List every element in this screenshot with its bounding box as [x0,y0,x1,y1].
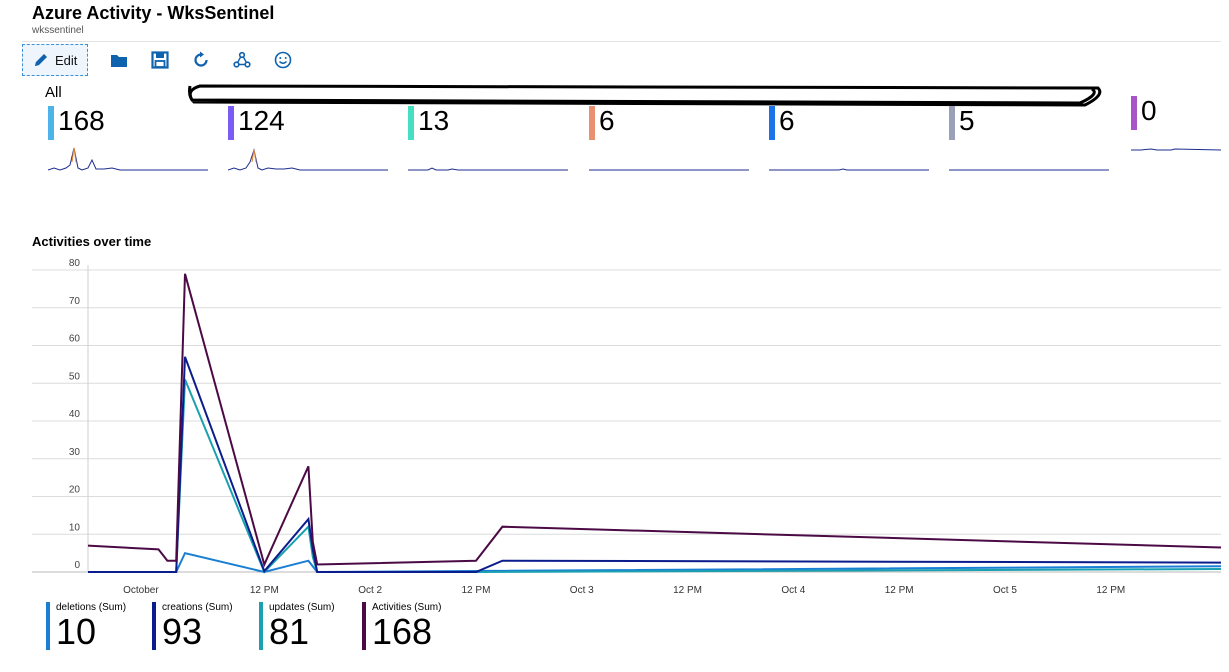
y-tick-label: 0 [74,560,80,571]
chart-title: Activities over time [32,234,152,249]
sparkline-line [48,147,208,171]
tile-sparkline [48,147,208,171]
legend-value: 93 [162,611,203,652]
legend-item-deletions[interactable]: deletions (Sum) 10 [46,600,152,655]
x-tick-label: Oct 4 [781,585,805,596]
series-line-creations[interactable] [88,356,1222,574]
legend-swatch [152,602,156,650]
tile-color-bar [769,106,775,140]
series-line-activities[interactable] [87,273,1222,568]
sparkline-line [769,168,929,171]
tile-color-bar [228,106,234,140]
sparkline-line [228,148,388,171]
smiley-icon [275,51,292,69]
edit-label: Edit [55,52,78,68]
page-subtitle: wkssentinel [32,25,84,36]
y-tick-label: 20 [69,485,81,496]
legend-swatch [259,602,263,650]
tile-sparkline [408,167,568,171]
refresh-icon [194,51,209,67]
summary-tile[interactable]: 124 [228,100,393,174]
x-tick-label: 12 PM [250,585,279,596]
tile-count: 13 [418,105,450,136]
x-tick-label: Oct 3 [570,585,594,596]
x-tick-label: Oct 5 [993,585,1017,596]
sparkline-spike [71,147,77,163]
tile-count: 0 [1141,95,1157,126]
x-tick-label: October [123,585,159,596]
tile-color-bar [48,106,54,140]
summary-tile[interactable]: 5 [949,100,1114,174]
y-tick-label: 30 [69,447,81,458]
share-button[interactable] [232,50,252,70]
tile-sparkline [1131,148,1222,151]
chart-legend: deletions (Sum) 10 creations (Sum) 93 up… [46,600,482,655]
tile-color-bar [1131,96,1137,130]
summary-tile[interactable]: 6 [589,100,754,174]
tile-count: 6 [779,105,795,136]
x-tick-label: 12 PM [673,585,702,596]
edit-button[interactable]: Edit [22,44,89,76]
tile-color-bar [589,106,595,140]
y-tick-label: 40 [69,409,81,420]
redaction-scribble [188,84,1102,107]
legend-value: 10 [56,611,97,652]
header-divider [22,41,1221,42]
tile-color-bar [408,106,414,140]
sparkline-spike [251,149,257,163]
legend-value: 81 [269,611,310,652]
summary-tile[interactable]: 6 [769,100,934,174]
save-button[interactable] [150,50,170,70]
refresh-button[interactable] [191,50,211,70]
legend-item-creations[interactable]: creations (Sum) 93 [152,600,259,655]
toolbar: Edit [22,43,293,77]
summary-tile[interactable]: 168 [48,100,213,174]
sparkline-line [1131,148,1222,151]
sparkline-line [408,167,568,171]
x-tick-label: 12 PM [1096,585,1125,596]
legend-value: 168 [372,611,433,652]
share-icon [233,51,252,68]
tile-sparkline [769,168,929,171]
tile-count: 124 [238,105,285,136]
legend-item-activities[interactable]: Activities (Sum) 168 [362,600,482,655]
tile-count: 6 [599,105,615,136]
y-tick-label: 10 [69,522,81,533]
x-tick-label: Oct 2 [358,585,382,596]
pencil-icon [35,54,47,66]
legend-swatch [362,602,366,650]
save-icon [151,51,170,69]
y-tick-label: 50 [69,371,81,382]
x-tick-label: 12 PM [885,585,914,596]
legend-label: updates (Sum) [269,602,335,613]
feedback-button[interactable] [273,50,293,70]
all-label: All [45,84,62,101]
page-title: Azure Activity - WksSentinel [32,3,275,23]
y-tick-label: 80 [69,258,81,269]
tile-count: 168 [58,105,105,136]
tile-count: 5 [959,105,975,136]
legend-swatch [46,602,50,650]
open-folder-button[interactable] [109,50,129,70]
x-tick-label: 12 PM [462,585,491,596]
legend-label: creations (Sum) [162,602,233,613]
tile-sparkline [228,148,388,171]
tile-sparkline [589,169,749,171]
tile-sparkline [949,169,1109,171]
y-tick-label: 60 [69,334,81,345]
tile-color-bar [949,106,955,140]
y-tick-label: 70 [69,296,81,307]
summary-tile[interactable]: 0 [1131,90,1229,164]
summary-tile[interactable]: 13 [408,100,573,174]
activities-chart: 0 10 20 30 40 50 60 70 80 October 12 PM Oct 2 12 PM O… [32,258,1222,596]
legend-label: deletions (Sum) [56,602,127,613]
folder-icon [111,55,128,67]
legend-label: Activities (Sum) [372,602,442,613]
legend-item-updates[interactable]: updates (Sum) 81 [259,600,362,655]
